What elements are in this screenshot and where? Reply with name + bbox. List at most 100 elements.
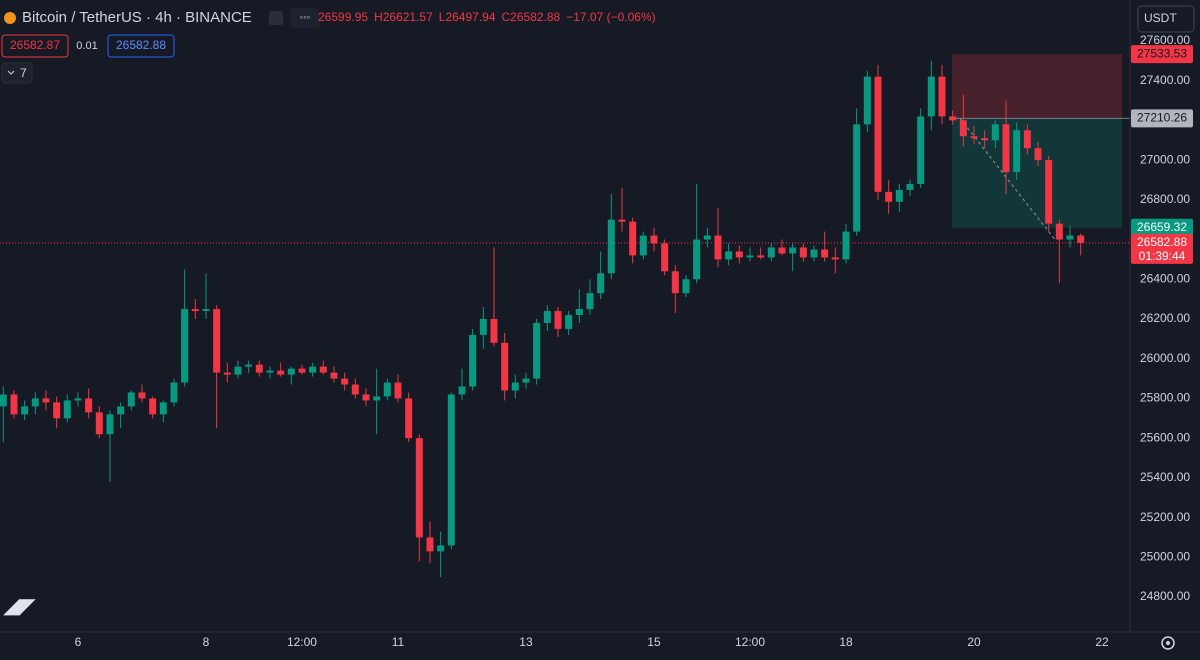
ohlc-value: −17.07 (−0.06%) [566, 10, 655, 24]
countdown: 01:39:44 [1139, 249, 1186, 263]
candle-body [853, 124, 861, 232]
candle-body [575, 309, 583, 316]
candle-body [650, 235, 658, 244]
indicators-count: 7 [20, 66, 27, 80]
candle-body [906, 183, 914, 190]
candle-body [586, 293, 594, 310]
candle-body [1055, 223, 1063, 240]
candle-body [789, 247, 797, 254]
symbol-title: Bitcoin / TetherUS · 4h · BINANCE [22, 9, 252, 26]
candle-body [565, 315, 573, 329]
candle-body [362, 394, 370, 401]
target-zone [952, 118, 1122, 228]
candle-body [341, 378, 349, 385]
candle-body [810, 249, 818, 258]
x-tick-label: 8 [203, 635, 210, 649]
candle-body [991, 124, 999, 141]
candle-body [661, 243, 669, 272]
candle-body [799, 247, 807, 258]
candle-body [213, 309, 221, 373]
ohlc-value: C26582.88 [502, 10, 561, 24]
candle-body [127, 392, 135, 407]
candle-body [874, 76, 882, 192]
more-button[interactable] [290, 8, 320, 28]
candle-body [458, 386, 466, 395]
candle-body [159, 402, 167, 415]
candle-body [479, 318, 487, 335]
currency-button[interactable] [1137, 5, 1195, 33]
last-price-tag-bg [1131, 233, 1193, 264]
y-tick-label: 25000.00 [1140, 549, 1190, 563]
candle-body [1034, 148, 1042, 161]
candle-body [554, 311, 562, 329]
candle-body [1002, 124, 1010, 173]
y-tick-label: 25800.00 [1140, 391, 1190, 405]
x-tick-label: 22 [1095, 635, 1109, 649]
last-price-tag: 26582.88 [1137, 235, 1187, 249]
candle-body [181, 309, 189, 383]
candle-body [831, 257, 839, 260]
candle-body [298, 368, 306, 373]
candle-body [895, 189, 903, 202]
ohlc-value: H26621.57 [374, 10, 433, 24]
chevron-icon [7, 70, 15, 75]
candle-body [778, 247, 786, 254]
y-tick-label: 27600.00 [1140, 33, 1190, 47]
candle-body [1023, 130, 1031, 149]
candle-body [842, 231, 850, 260]
candle-body [351, 384, 359, 395]
candle-body [981, 138, 989, 141]
candle-body [191, 309, 199, 312]
flag-button[interactable] [269, 11, 283, 25]
stop-price-tag-bg [1131, 45, 1193, 64]
candle-body [287, 368, 295, 375]
candle-body [85, 398, 93, 413]
candle-body [970, 136, 978, 139]
candle-body [405, 398, 413, 439]
candle-body [863, 76, 871, 125]
settings-icon-center [1166, 641, 1170, 645]
candle-body [95, 412, 103, 435]
buy-button[interactable] [107, 34, 175, 58]
candle-body [1013, 130, 1021, 173]
settings-icon[interactable] [1161, 636, 1175, 650]
candle-body [106, 414, 114, 435]
candle-body [746, 255, 754, 258]
candle-body [202, 309, 210, 312]
candle-body [234, 366, 242, 375]
y-tick-label: 26800.00 [1140, 192, 1190, 206]
stop-zone [952, 54, 1122, 119]
candle-body [714, 235, 722, 260]
candle-body [671, 271, 679, 294]
bid-price: 26582.87 [10, 38, 60, 52]
candle-body [74, 398, 82, 401]
y-tick-label: 24800.00 [1140, 589, 1190, 603]
candle-body [319, 366, 327, 373]
candle-body [149, 398, 157, 415]
candle-body [725, 251, 733, 260]
candle-body [693, 239, 701, 280]
candle-body [277, 370, 285, 375]
y-tick-label: 26400.00 [1140, 271, 1190, 285]
candle-body [618, 219, 626, 222]
candle-body [415, 438, 423, 538]
candle-body [266, 370, 274, 373]
candle-body [522, 378, 530, 383]
stop-price-tag: 27533.53 [1137, 46, 1187, 60]
candle-body [138, 392, 146, 399]
candle-body [927, 76, 935, 117]
tv-logo: ◢◤ [3, 595, 36, 617]
candle-body [949, 116, 957, 121]
candle-body [383, 382, 391, 397]
sell-button[interactable] [1, 34, 69, 58]
candle-body [394, 382, 402, 399]
candle-body [597, 273, 605, 294]
candle-body [607, 219, 615, 274]
indicators-toggle[interactable] [1, 62, 33, 84]
candle-body [170, 382, 178, 403]
currency: USDT [1144, 11, 1177, 25]
candle-body [447, 394, 455, 546]
candle-body [309, 366, 317, 373]
candle-body [511, 382, 519, 391]
